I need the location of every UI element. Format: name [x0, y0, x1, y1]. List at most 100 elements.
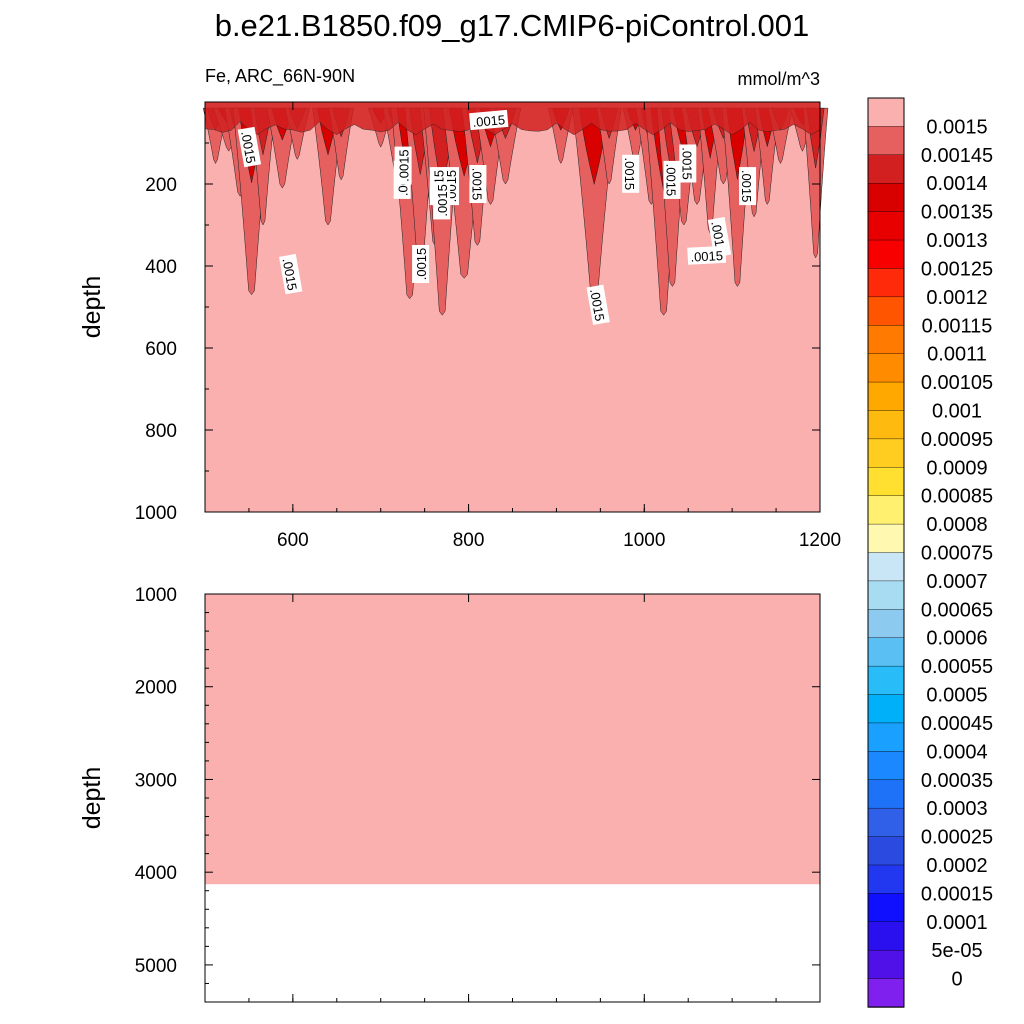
contour-label-text: .0015 — [238, 130, 258, 165]
plume-group — [202, 101, 829, 316]
contour-label: .0015 — [237, 126, 262, 168]
y-tick-label: 400 — [145, 257, 177, 278]
colorbar: 0.0015 0.00145 0.0014 0.00135 0.0013 0.00125 0… — [867, 97, 993, 1008]
colorbar-label: 0.00035 — [921, 770, 993, 792]
x-tick-label: 600 — [277, 530, 309, 551]
contour-label-text: .0015 — [587, 288, 607, 323]
colorbar-label: 0.0014 — [926, 173, 987, 195]
y-tick-label: 1000 — [135, 503, 177, 524]
colorbar-label: 0.0015 — [926, 116, 987, 138]
contour-label-box — [469, 165, 487, 203]
colorbar-label: 0.00065 — [921, 599, 993, 621]
contour-label-box — [622, 154, 640, 193]
colorbar-swatch — [867, 523, 905, 554]
colorbar-swatch — [867, 438, 905, 468]
colorbar-swatch — [867, 864, 905, 895]
colorbar-label: 0.001 — [932, 400, 982, 422]
contour-label: .0015 — [279, 253, 303, 295]
colorbar-swatch — [867, 239, 905, 270]
colorbar-swatch — [867, 552, 905, 582]
colorbar-swatch — [867, 807, 905, 838]
chart-title: b.e21.B1850.f09_g17.CMIP6-piControl.001 — [215, 8, 810, 43]
colorbar-swatch — [867, 268, 905, 298]
y-axis-label: depth — [78, 767, 106, 830]
contour-label: .0015 — [394, 146, 412, 185]
contour-label: .0015 — [739, 167, 757, 206]
colorbar-label: 0.0006 — [926, 628, 987, 650]
colorbar-label: 0.0007 — [926, 571, 987, 593]
contour-label-text: .0015 — [739, 170, 754, 203]
colorbar-label: 0.0001 — [926, 912, 987, 934]
contour-label-text: .0015 — [469, 168, 484, 201]
colorbar-swatch — [867, 495, 905, 525]
contour-label-box — [279, 253, 303, 295]
surface-band — [204, 101, 821, 136]
colorbar-swatch — [867, 751, 905, 781]
colorbar-label: 0.00125 — [921, 258, 993, 280]
contour-label-text: .0015 — [279, 257, 299, 292]
colorbar-label: 0.0005 — [926, 685, 987, 707]
y-tick-label: 800 — [145, 421, 177, 442]
colorbar-swatch — [867, 637, 905, 667]
colorbar-frame — [867, 97, 905, 1008]
upper-panel: .0015 .0015 .0015 .0015 .0015 .0015 .0015 .0015… — [78, 101, 841, 551]
contour-label-box — [394, 146, 412, 185]
colorbar-label: 0 — [951, 969, 962, 991]
colorbar-swatch — [867, 609, 905, 639]
contour-label: .0015 — [412, 245, 430, 283]
contour-label-text: .0015 — [397, 149, 412, 182]
colorbar-label: 0.0004 — [926, 741, 987, 763]
colorbar-swatch — [867, 978, 905, 1008]
contour-label-text: .0015 — [679, 147, 694, 180]
colorbar-swatch — [867, 779, 905, 809]
colorbar-swatch — [867, 154, 905, 184]
contour-label-text: .0015 — [414, 248, 429, 281]
colorbar-swatch — [867, 921, 905, 951]
colorbar-swatch — [867, 694, 905, 724]
upper-background-fill — [205, 102, 820, 512]
y-tick-label: 5000 — [135, 956, 177, 977]
contour-label-text: .0015 — [690, 248, 723, 265]
colorbar-label: 0.00055 — [921, 656, 993, 678]
colorbar-swatch — [867, 410, 905, 440]
colorbar-swatch — [867, 949, 905, 980]
colorbar-swatch — [867, 467, 905, 497]
y-tick-label: 3000 — [135, 770, 177, 791]
colorbar-swatch — [867, 211, 905, 241]
contour-label-box — [663, 160, 681, 199]
y-tick-label: 1000 — [135, 585, 177, 606]
colorbar-label: 0.00135 — [921, 202, 993, 224]
colorbar-label: 0.0012 — [926, 287, 987, 309]
colorbar-label: 0.0011 — [927, 344, 987, 366]
variable-label: Fe, ARC_66N-90N — [205, 66, 355, 87]
contour-label: .0015 — [586, 284, 610, 326]
y-tick-label: 200 — [145, 175, 177, 196]
colorbar-swatch — [867, 183, 905, 213]
colorbar-swatch — [867, 381, 905, 412]
contour-plume — [802, 107, 829, 259]
contour-label-text: .0015 — [622, 158, 637, 191]
lower-background-fill — [205, 594, 820, 885]
colorbar-swatch — [867, 893, 905, 923]
contour-label-box — [412, 245, 430, 283]
colorbar-label: 0.00025 — [921, 827, 993, 849]
colorbar-swatch — [867, 722, 905, 753]
contour-label-box — [739, 167, 757, 206]
x-tick-label: 800 — [453, 530, 485, 551]
colorbar-label: 0.00045 — [921, 713, 993, 735]
lower-panel: 1000 2000 3000 4000 5000 depth — [78, 585, 821, 1003]
contour-label: .0015 — [469, 165, 487, 203]
colorbar-swatch — [867, 296, 905, 326]
colorbar-label: 0.00145 — [921, 145, 993, 167]
y-tick-label: 2000 — [135, 678, 177, 699]
colorbar-label: 5e-05 — [931, 940, 982, 962]
colorbar-swatch — [867, 325, 905, 355]
colorbar-swatch — [867, 353, 905, 383]
colorbar-swatch — [867, 580, 905, 611]
colorbar-label: 0.0009 — [926, 457, 987, 479]
contour-label: .0015 — [622, 154, 640, 193]
contour-label: .0015 — [679, 144, 697, 183]
colorbar-label: 0.00075 — [921, 543, 993, 565]
colorbar-label: 0.0013 — [926, 230, 987, 252]
